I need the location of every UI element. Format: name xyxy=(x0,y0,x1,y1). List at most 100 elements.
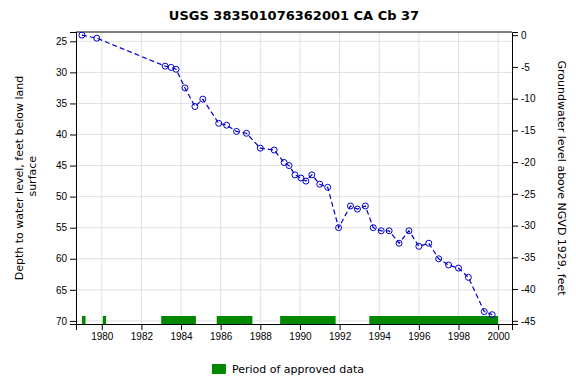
tick: -15 xyxy=(512,125,536,136)
legend-label: Period of approved data xyxy=(232,363,364,376)
grid-line-x xyxy=(101,32,102,324)
tick-label: 1984 xyxy=(170,331,193,342)
data-point xyxy=(347,203,353,209)
grid-line-x xyxy=(141,32,142,324)
tick-label: 25 xyxy=(56,36,68,47)
legend: Period of approved data xyxy=(212,363,364,376)
tick-mark xyxy=(512,194,518,195)
data-point xyxy=(234,128,240,134)
approved-period xyxy=(369,316,498,324)
tick: 70 xyxy=(56,316,76,327)
data-point xyxy=(192,104,198,110)
data-point xyxy=(336,225,342,231)
data-point xyxy=(386,228,392,234)
tick: 60 xyxy=(56,253,76,264)
axis-line xyxy=(513,33,519,325)
tick-label: -15 xyxy=(521,125,536,136)
tick-mark xyxy=(141,324,142,330)
grid-line-x xyxy=(339,32,340,324)
chart: 1980198219841986198819901992199419961998… xyxy=(0,0,576,384)
data-point xyxy=(303,178,309,184)
tick-mark xyxy=(512,162,518,163)
tick-mark xyxy=(512,257,518,258)
grid-line-x xyxy=(220,32,221,324)
tick-mark xyxy=(458,324,459,330)
tick-label: 0 xyxy=(521,30,527,41)
tick-label: -5 xyxy=(521,62,530,73)
axis-line xyxy=(77,325,513,331)
tick: 45 xyxy=(56,160,76,171)
tick: 1992 xyxy=(329,324,352,342)
approved-period xyxy=(103,316,106,324)
tick: 1986 xyxy=(210,324,233,342)
data-point xyxy=(378,228,384,234)
tick: 35 xyxy=(56,98,76,109)
tick-mark xyxy=(70,166,76,167)
tick-label: 1998 xyxy=(448,331,471,342)
tick-mark xyxy=(379,324,380,330)
data-point xyxy=(396,240,402,246)
approved-period xyxy=(161,316,196,324)
tick-mark xyxy=(512,35,518,36)
tick-mark xyxy=(70,259,76,260)
tick-mark xyxy=(70,103,76,104)
tick-label: 45 xyxy=(56,160,68,171)
approved-period xyxy=(217,316,253,324)
tick-mark xyxy=(70,321,76,322)
y-axis-label-line: Depth to water level, feet below land xyxy=(13,76,26,281)
data-point xyxy=(200,96,206,102)
data-point xyxy=(370,225,376,231)
tick: 1994 xyxy=(369,324,392,342)
approved-period xyxy=(280,316,335,324)
grid-line-x xyxy=(260,32,261,324)
data xyxy=(79,32,498,324)
tick-label: 1988 xyxy=(250,331,273,342)
tick-mark xyxy=(102,324,103,330)
tick: -40 xyxy=(512,284,536,295)
grid-line-y xyxy=(76,227,512,228)
data-point xyxy=(79,32,85,38)
tick-label: 35 xyxy=(56,98,68,109)
tick: 1980 xyxy=(91,324,114,342)
data-point xyxy=(481,309,487,315)
tick: 1996 xyxy=(408,324,431,342)
grid-line-x xyxy=(379,32,380,324)
data-point xyxy=(309,172,315,178)
tick-mark xyxy=(70,290,76,291)
tick-mark xyxy=(70,197,76,198)
tick-label: 60 xyxy=(56,253,68,264)
data-point xyxy=(426,240,432,246)
tick: -25 xyxy=(512,189,536,200)
grid-line-y xyxy=(76,41,512,42)
y-axis-label-line: surface xyxy=(26,156,39,200)
tick: 25 xyxy=(56,36,76,47)
frame-top xyxy=(76,32,512,33)
tick: 1984 xyxy=(170,324,193,342)
data-point xyxy=(436,256,442,262)
data-point xyxy=(182,85,188,91)
grid-line-x xyxy=(418,32,419,324)
x-axis: 1980198219841986198819901992199419961998… xyxy=(77,324,513,342)
legend-swatch xyxy=(212,364,226,374)
grid-line-y xyxy=(76,289,512,290)
grid-line-y xyxy=(76,258,512,259)
tick-mark xyxy=(340,324,341,330)
data-point xyxy=(446,262,452,268)
tick: 50 xyxy=(56,191,76,202)
tick-label: 70 xyxy=(56,316,68,327)
data-point xyxy=(271,147,277,153)
grid xyxy=(76,32,512,324)
tick-mark xyxy=(419,324,420,330)
tick: 2000 xyxy=(488,324,511,342)
data-point xyxy=(162,63,168,69)
tick-label: 55 xyxy=(56,222,68,233)
grid-line-y xyxy=(76,103,512,104)
tick-mark xyxy=(512,99,518,100)
y-axis-label: Depth to water level, feet below land su… xyxy=(13,76,39,281)
tick: 0 xyxy=(512,30,527,41)
tick: 55 xyxy=(56,222,76,233)
data-point xyxy=(317,181,323,187)
tick-label: 40 xyxy=(56,129,68,140)
tick-label: -30 xyxy=(521,220,536,231)
data-point xyxy=(406,228,412,234)
